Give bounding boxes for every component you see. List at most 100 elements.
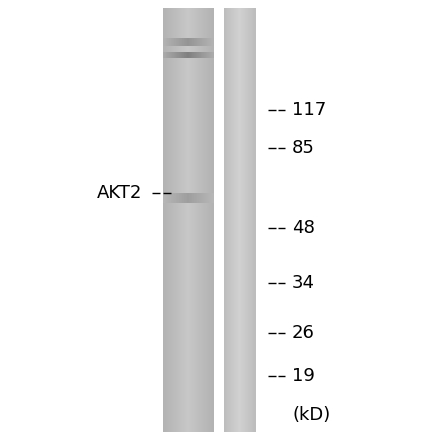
Bar: [200, 52, 201, 58]
Bar: [191, 8, 192, 432]
Bar: [183, 193, 184, 203]
Bar: [176, 193, 177, 203]
Bar: [201, 8, 202, 432]
Bar: [231, 8, 232, 432]
Bar: [243, 8, 244, 432]
Bar: [164, 52, 165, 58]
Bar: [227, 8, 228, 432]
Bar: [197, 193, 198, 203]
Bar: [210, 38, 212, 46]
Bar: [167, 52, 169, 58]
Bar: [239, 8, 240, 432]
Bar: [196, 193, 197, 203]
Bar: [253, 8, 254, 432]
Bar: [166, 38, 167, 46]
Bar: [165, 52, 166, 58]
Bar: [183, 38, 185, 46]
Bar: [233, 8, 234, 432]
Bar: [189, 52, 191, 58]
Bar: [177, 38, 179, 46]
Bar: [204, 193, 205, 203]
Bar: [175, 193, 176, 203]
Bar: [201, 8, 202, 432]
Bar: [189, 8, 191, 432]
Bar: [234, 8, 235, 432]
Bar: [254, 8, 255, 432]
Bar: [194, 8, 195, 432]
Bar: [201, 193, 202, 203]
Bar: [208, 38, 209, 46]
Bar: [229, 8, 230, 432]
Bar: [166, 8, 167, 432]
Bar: [180, 8, 181, 432]
Bar: [164, 8, 165, 432]
Bar: [169, 38, 170, 46]
Bar: [234, 8, 235, 432]
Bar: [211, 8, 212, 432]
Bar: [167, 52, 168, 58]
Bar: [165, 38, 167, 46]
Bar: [231, 8, 232, 432]
Bar: [168, 38, 169, 46]
Bar: [226, 8, 227, 432]
Bar: [173, 8, 174, 432]
Bar: [183, 38, 184, 46]
Bar: [178, 52, 179, 58]
Bar: [171, 38, 172, 46]
Bar: [187, 8, 188, 432]
Bar: [180, 8, 182, 432]
Bar: [197, 52, 198, 58]
Bar: [163, 38, 164, 46]
Bar: [188, 193, 189, 203]
Bar: [247, 8, 248, 432]
Text: 26: 26: [292, 324, 315, 342]
Bar: [169, 8, 170, 432]
Bar: [165, 193, 166, 203]
Bar: [246, 8, 247, 432]
Bar: [202, 193, 203, 203]
Bar: [169, 52, 170, 58]
Bar: [203, 52, 204, 58]
Bar: [205, 193, 207, 203]
Bar: [207, 193, 209, 203]
Bar: [195, 193, 196, 203]
Bar: [205, 52, 206, 58]
Bar: [170, 52, 171, 58]
Bar: [206, 8, 207, 432]
Bar: [192, 52, 194, 58]
Bar: [186, 8, 187, 432]
Bar: [251, 8, 252, 432]
Bar: [183, 8, 185, 432]
Bar: [179, 38, 180, 46]
Bar: [211, 38, 212, 46]
Bar: [182, 52, 183, 58]
Bar: [180, 38, 182, 46]
Bar: [193, 8, 194, 432]
Bar: [194, 38, 195, 46]
Bar: [170, 38, 171, 46]
Bar: [199, 38, 200, 46]
Bar: [226, 8, 227, 432]
Bar: [226, 8, 227, 432]
Bar: [176, 8, 177, 432]
Bar: [201, 193, 202, 203]
Bar: [197, 8, 198, 432]
Bar: [240, 8, 241, 432]
Bar: [195, 8, 196, 432]
Bar: [232, 8, 233, 432]
Bar: [182, 38, 183, 46]
Bar: [247, 8, 248, 432]
Bar: [189, 38, 191, 46]
Bar: [187, 8, 188, 432]
Bar: [166, 193, 167, 203]
Bar: [172, 38, 173, 46]
Bar: [174, 52, 176, 58]
Bar: [208, 193, 209, 203]
Bar: [177, 8, 178, 432]
Bar: [178, 193, 179, 203]
Text: AKT2: AKT2: [97, 184, 142, 202]
Bar: [187, 193, 188, 203]
Bar: [177, 52, 178, 58]
Bar: [198, 193, 199, 203]
Bar: [207, 8, 208, 432]
